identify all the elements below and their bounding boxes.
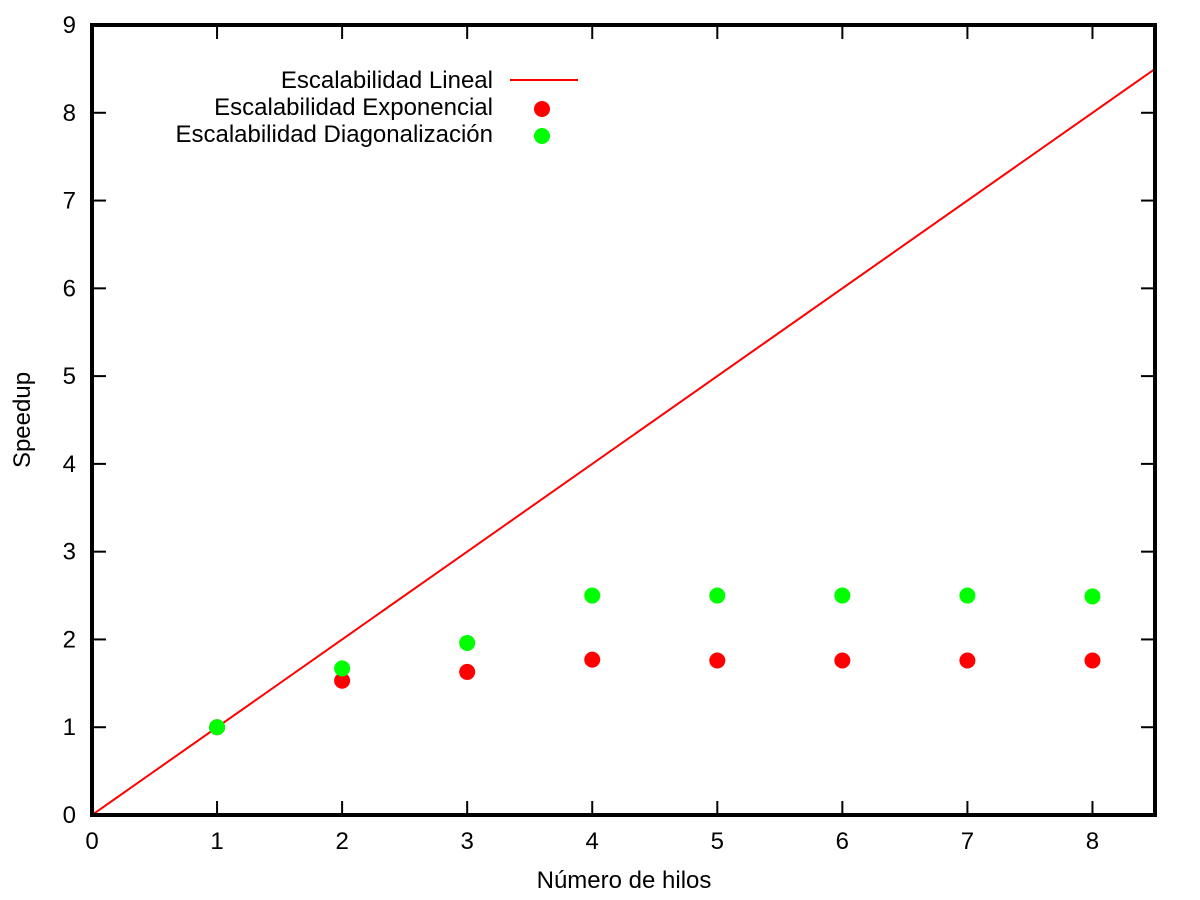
plot-area (92, 68, 1155, 815)
data-point-escalabilidad-diagonalizaci-n-7 (959, 587, 976, 604)
data-point-escalabilidad-diagonalizaci-n-8 (1084, 588, 1101, 605)
y-tick-label-2: 2 (63, 626, 76, 653)
series-group (92, 68, 1155, 815)
x-tick-label-4: 4 (586, 828, 599, 855)
legend-label-escalabilidad-exponencial: Escalabilidad Exponencial (214, 94, 493, 121)
y-axis-label: Speedup (9, 372, 36, 468)
x-tick-label-0: 0 (85, 828, 98, 855)
y-tick-label-9: 9 (63, 12, 76, 39)
data-point-escalabilidad-exponencial-5 (709, 652, 726, 669)
data-point-escalabilidad-diagonalizaci-n-1 (209, 719, 226, 736)
y-tick-label-3: 3 (63, 539, 76, 566)
x-axis-label: Número de hilos (537, 867, 712, 894)
y-tick-label-4: 4 (63, 451, 76, 478)
legend-label-escalabilidad-diagonalizaci-n: Escalabilidad Diagonalización (175, 121, 493, 148)
x-tick-label-6: 6 (836, 828, 849, 855)
data-point-escalabilidad-diagonalizaci-n-4 (584, 587, 601, 604)
legend-label-escalabilidad-lineal: Escalabilidad Lineal (281, 67, 493, 94)
x-tick-label-3: 3 (460, 828, 473, 855)
plot-frame (90, 23, 1157, 817)
data-point-escalabilidad-exponencial-4 (584, 651, 601, 668)
axes: 0 1 2 3 4 5 6 7 8 0 1 2 3 4 5 6 7 8 9 (63, 12, 1157, 855)
y-tick-label-1: 1 (63, 714, 76, 741)
data-point-escalabilidad-exponencial-6 (834, 652, 851, 669)
x-tick-label-8: 8 (1086, 828, 1099, 855)
y-tick-label-6: 6 (63, 275, 76, 302)
y-tick-label-7: 7 (63, 188, 76, 215)
data-point-escalabilidad-exponencial-8 (1084, 652, 1101, 669)
legend-swatch-escalabilidad-diagonalizaci-n (534, 128, 550, 144)
x-tick-label-7: 7 (961, 828, 974, 855)
series-line-escalabilidad-lineal (92, 68, 1155, 815)
data-point-escalabilidad-exponencial-2 (334, 672, 351, 689)
data-point-escalabilidad-exponencial-7 (959, 652, 976, 669)
y-tick-label-5: 5 (63, 363, 76, 390)
y-tick-label-0: 0 (63, 802, 76, 829)
data-point-escalabilidad-diagonalizaci-n-3 (459, 634, 476, 651)
x-tick-label-5: 5 (711, 828, 724, 855)
x-tick-label-1: 1 (210, 828, 223, 855)
data-point-escalabilidad-diagonalizaci-n-2 (334, 660, 351, 677)
y-tick-label-8: 8 (63, 100, 76, 127)
data-point-escalabilidad-exponencial-3 (459, 663, 476, 680)
x-tick-label-2: 2 (335, 828, 348, 855)
legend-swatch-escalabilidad-exponencial (534, 101, 550, 117)
data-point-escalabilidad-diagonalizaci-n-5 (709, 587, 726, 604)
data-point-escalabilidad-diagonalizaci-n-6 (834, 587, 851, 604)
